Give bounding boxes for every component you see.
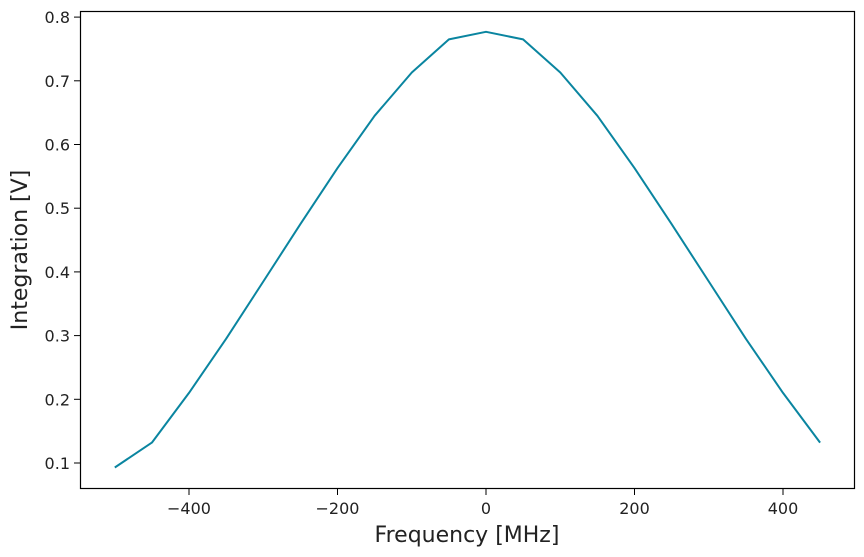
series-layer bbox=[114, 30, 821, 469]
y-tick-label: 0.6 bbox=[45, 136, 70, 155]
y-tick-label: 0.4 bbox=[45, 263, 70, 282]
y-tick-label: 0.3 bbox=[45, 327, 70, 346]
y-tick-label: 0.5 bbox=[45, 199, 70, 218]
y-axis-ticks: 0.1 0.2 0.3 0.4 0.5 0.6 0.7 0.8 bbox=[45, 8, 80, 473]
x-tick-label: −400 bbox=[167, 499, 211, 518]
y-tick-label: 0.1 bbox=[45, 454, 70, 473]
x-tick-label: 0 bbox=[481, 499, 491, 518]
y-axis-label: Integration [V] bbox=[8, 170, 33, 330]
x-tick-label: 200 bbox=[619, 499, 650, 518]
plot-area bbox=[80, 11, 855, 489]
data-line-0 bbox=[114, 30, 821, 469]
y-tick-label: 0.7 bbox=[45, 72, 70, 91]
x-axis-ticks: −400 −200 0 200 400 bbox=[167, 489, 798, 518]
x-axis-label: Frequency [MHz] bbox=[375, 523, 560, 548]
y-tick-label: 0.8 bbox=[45, 8, 70, 27]
plot-frame bbox=[79, 10, 856, 490]
x-tick-label: 400 bbox=[768, 499, 799, 518]
y-tick-label: 0.2 bbox=[45, 390, 70, 409]
x-tick-label: −200 bbox=[316, 499, 360, 518]
